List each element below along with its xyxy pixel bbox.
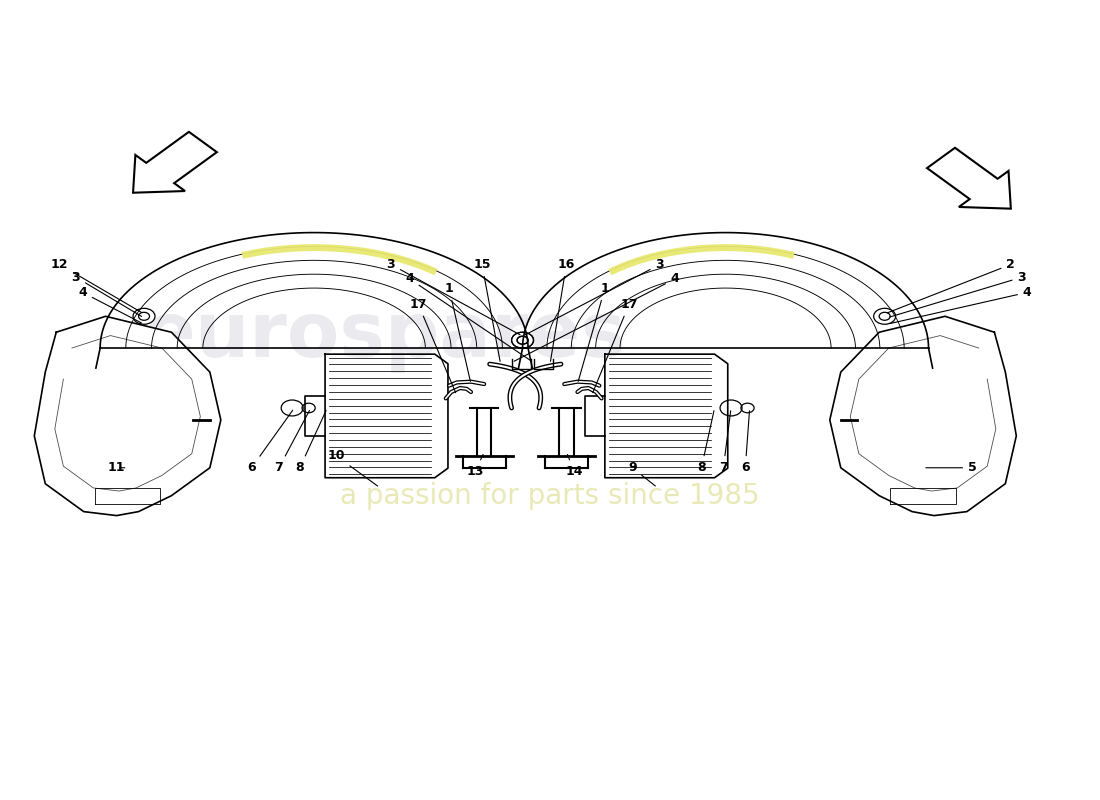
Text: 9: 9 [628,462,656,486]
Text: 3: 3 [386,258,520,335]
Text: 3: 3 [890,270,1026,317]
Text: 11: 11 [108,462,125,474]
Text: 1: 1 [579,282,609,382]
Text: 3: 3 [72,270,142,317]
Text: 15: 15 [473,258,500,362]
Text: 13: 13 [466,454,484,478]
Text: 6: 6 [248,410,293,474]
Text: 5: 5 [926,462,977,474]
Text: 8: 8 [697,410,714,474]
Text: 1: 1 [444,282,471,382]
Text: 10: 10 [328,450,377,486]
Text: 8: 8 [296,410,326,474]
Text: 3: 3 [525,258,664,335]
Text: 4: 4 [514,272,680,362]
Text: 16: 16 [550,258,575,362]
Text: 7: 7 [719,410,730,474]
Text: 17: 17 [409,298,455,393]
Text: a passion for parts since 1985: a passion for parts since 1985 [340,482,760,510]
Polygon shape [829,316,1016,515]
Text: 12: 12 [51,258,142,313]
Text: 17: 17 [593,298,638,393]
Text: 14: 14 [565,454,583,478]
Text: 6: 6 [741,410,749,474]
Text: 4: 4 [890,286,1032,324]
Text: 2: 2 [888,258,1015,313]
Text: 4: 4 [405,272,531,361]
Polygon shape [34,316,221,515]
Text: 7: 7 [275,410,309,474]
Text: eurospares: eurospares [144,299,627,374]
Text: 4: 4 [78,286,142,323]
